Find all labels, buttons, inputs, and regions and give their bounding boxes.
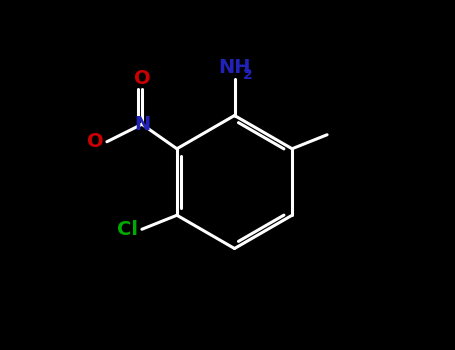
Text: Cl: Cl (117, 220, 138, 239)
Text: N: N (134, 115, 150, 134)
Text: O: O (87, 132, 103, 151)
Text: NH: NH (218, 58, 251, 77)
Text: O: O (134, 69, 150, 88)
Text: 2: 2 (243, 68, 253, 82)
